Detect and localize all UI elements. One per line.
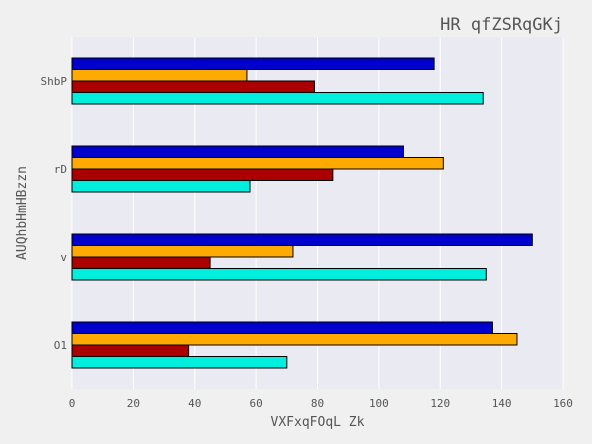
y-tick-labels: O1 v rD ShbP: [41, 75, 68, 352]
bar: [71, 157, 444, 170]
bar: [71, 245, 294, 258]
x-tick-label: 40: [188, 397, 201, 410]
y-tick-label: v: [60, 251, 67, 264]
bar: [71, 168, 334, 181]
y-tick-label: rD: [54, 163, 67, 176]
bar: [71, 333, 518, 346]
bar: [71, 57, 435, 70]
bar: [71, 344, 190, 357]
x-tick-label: 120: [430, 397, 450, 410]
chart-title: HR qfZSRqGKj: [440, 15, 563, 35]
bar: [71, 69, 248, 82]
bars: [71, 57, 533, 369]
bar: [71, 80, 315, 93]
bar: [71, 256, 211, 269]
x-tick-labels: 0 20 40 60 80 100 120 140 160: [69, 397, 573, 410]
bar: [71, 268, 487, 281]
bar: [71, 233, 533, 246]
bar: [71, 180, 251, 193]
bar: [71, 321, 493, 334]
y-tick-label: O1: [54, 339, 67, 352]
x-tick-label: 60: [250, 397, 263, 410]
bar: [71, 145, 404, 158]
x-tick-label: 140: [492, 397, 512, 410]
bar: [71, 92, 484, 105]
x-tick-label: 100: [369, 397, 389, 410]
y-axis-label: AUQhbHmHBzzn: [15, 166, 30, 260]
x-tick-label: 20: [127, 397, 140, 410]
x-tick-label: 80: [311, 397, 324, 410]
x-axis-label: VXFxqFOqL Zk: [271, 415, 365, 430]
bar: [71, 356, 288, 369]
x-tick-label: 160: [553, 397, 573, 410]
y-tick-label: ShbP: [41, 75, 68, 88]
x-tick-label: 0: [69, 397, 76, 410]
